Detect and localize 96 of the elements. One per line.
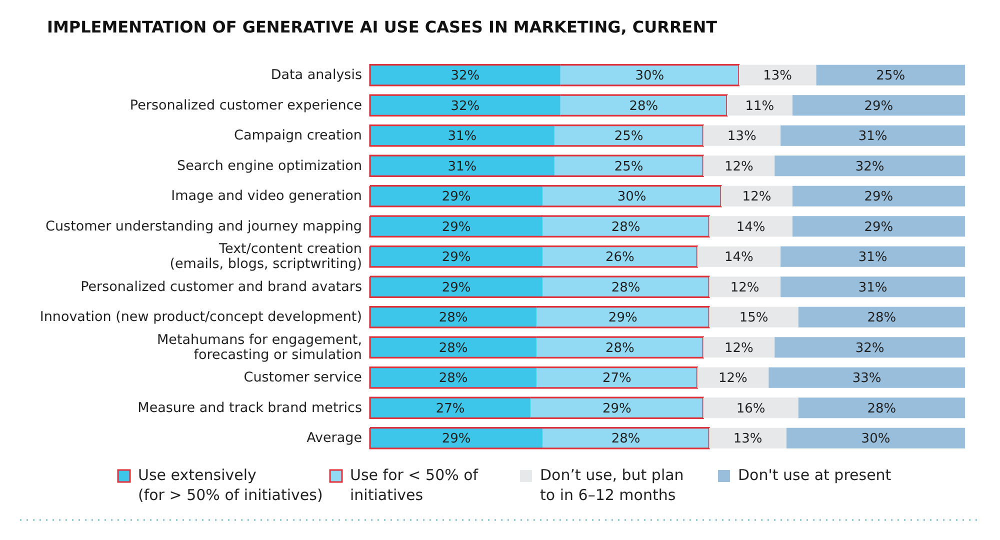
y-tick-label: Personalized customer and brand avatars	[80, 278, 362, 295]
data-label: 14%	[724, 250, 754, 266]
bar	[792, 186, 965, 206]
chart-title: IMPLEMENTATION OF GENERATIVE AI USE CASES IN MARKETING, CURRENT	[47, 17, 718, 36]
data-label: 31%	[858, 250, 888, 266]
bar	[768, 367, 965, 388]
bar	[780, 246, 965, 267]
y-tick-label: Search engine optimization	[177, 158, 362, 174]
data-label: 29%	[442, 250, 471, 266]
bar	[709, 428, 786, 448]
data-label: 25%	[614, 129, 644, 144]
data-label: 28%	[605, 340, 634, 356]
data-label: 31%	[858, 280, 888, 296]
bar	[792, 216, 965, 237]
bar	[774, 337, 965, 358]
data-label: 32%	[450, 68, 480, 84]
bar	[709, 216, 792, 237]
data-label: 16%	[736, 401, 766, 416]
data-label: 32%	[450, 98, 480, 114]
data-label: 28%	[611, 432, 640, 447]
bar	[709, 306, 798, 328]
data-label: 32%	[855, 340, 884, 356]
data-label: 12%	[730, 280, 760, 296]
data-label: 29%	[864, 98, 894, 114]
data-label: 28%	[611, 220, 640, 235]
data-label: 26%	[605, 250, 634, 266]
bar	[703, 337, 775, 358]
data-label: 25%	[614, 159, 644, 174]
data-label: 12%	[724, 159, 754, 174]
data-label: 27%	[436, 401, 465, 416]
data-label: 12%	[742, 190, 772, 205]
data-label: 28%	[438, 371, 468, 386]
bar	[798, 306, 965, 328]
bar	[798, 398, 965, 418]
y-tick-label: Image and video generation	[171, 188, 362, 204]
data-label: 11%	[745, 98, 774, 114]
data-label: 28%	[611, 280, 640, 296]
data-label: 12%	[724, 340, 754, 356]
data-label: 13%	[763, 68, 792, 84]
data-label: 28%	[629, 98, 658, 114]
data-label: 30%	[635, 68, 664, 84]
data-label: 27%	[602, 371, 632, 386]
data-label: 15%	[739, 310, 768, 326]
data-label: 32%	[855, 159, 884, 174]
data-label: 29%	[442, 190, 471, 205]
bar	[780, 276, 965, 298]
data-label: 13%	[727, 129, 756, 144]
y-tick-label: Text/content creation (emails, blogs, scriptwriting)	[170, 240, 362, 272]
data-label: 12%	[718, 371, 748, 386]
data-label: 29%	[442, 280, 471, 296]
data-label: 13%	[733, 432, 762, 447]
y-tick-label: Innovation (new product/concept development)	[40, 308, 362, 325]
bar	[709, 276, 781, 298]
bar	[780, 125, 965, 146]
y-tick-label: Data analysis	[270, 66, 362, 83]
bar	[727, 95, 792, 116]
data-label: 29%	[442, 220, 471, 235]
bar	[703, 156, 775, 176]
bar	[703, 125, 781, 146]
data-label: 30%	[861, 432, 890, 447]
data-label: 28%	[438, 340, 468, 356]
data-label: 29%	[864, 190, 894, 205]
bar	[697, 367, 769, 388]
data-label: 29%	[602, 401, 632, 416]
legend-label: Use extensively (for > 50% of initiatives)	[138, 466, 323, 504]
y-tick-label: Customer understanding and journey mapping	[46, 218, 362, 234]
legend-label: Don't use at present	[738, 466, 892, 484]
y-tick-label: Measure and track brand metrics	[138, 400, 362, 416]
data-label: 28%	[867, 401, 896, 416]
bar	[703, 398, 798, 418]
data-label: 33%	[852, 371, 882, 386]
data-label: 31%	[448, 129, 477, 144]
legend-label: Use for < 50% of initiatives	[350, 466, 479, 504]
data-label: 29%	[442, 432, 471, 447]
bar	[738, 64, 816, 86]
y-tick-label: Metahumans for engagement, forecasting or simulation	[157, 332, 362, 363]
data-label: 14%	[736, 220, 766, 235]
data-label: 31%	[858, 129, 888, 144]
y-tick-label: Campaign creation	[234, 127, 362, 144]
data-label: 25%	[876, 68, 906, 84]
bar	[721, 186, 792, 206]
bar	[697, 246, 781, 267]
data-label: 29%	[864, 220, 894, 235]
y-tick-label: Average	[306, 430, 362, 446]
bar	[786, 428, 965, 448]
data-label: 30%	[617, 190, 646, 205]
bar	[774, 156, 965, 176]
legend-label: Don’t use, but plan to in 6–12 months	[540, 466, 684, 504]
data-label: 31%	[448, 159, 477, 174]
bar	[816, 64, 965, 86]
y-tick-label: Personalized customer experience	[130, 97, 362, 114]
bar	[792, 95, 965, 116]
y-tick-label: Customer service	[244, 369, 362, 386]
data-label: 28%	[867, 310, 896, 326]
data-label: 29%	[608, 310, 638, 326]
data-label: 28%	[438, 310, 468, 326]
